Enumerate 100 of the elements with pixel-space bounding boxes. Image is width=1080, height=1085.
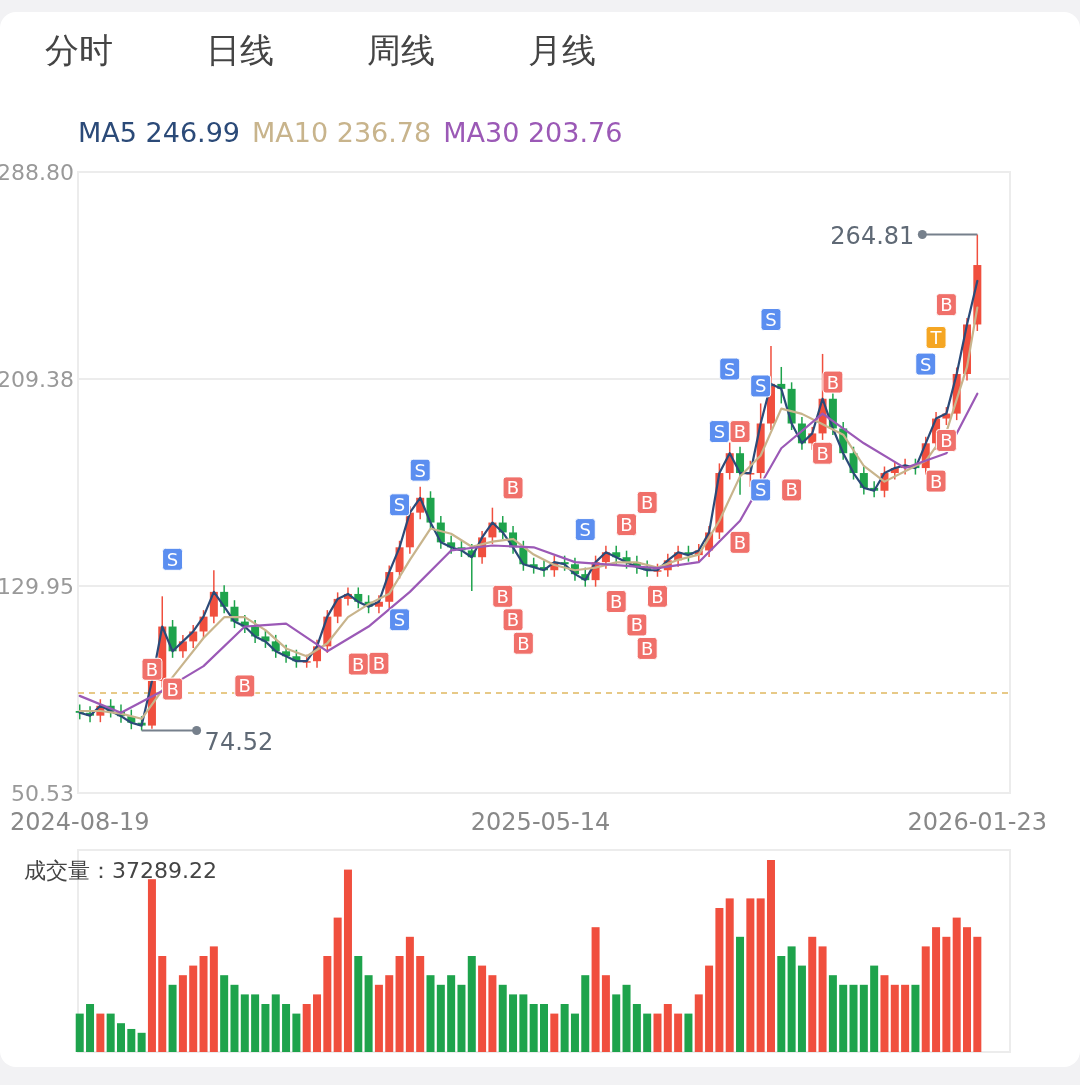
- data-label: B: [826, 371, 840, 393]
- data-label: B: [352, 653, 365, 675]
- x-tick-label: 2025-05-14: [470, 808, 611, 836]
- bar: [674, 1013, 683, 1052]
- bar: [436, 984, 445, 1052]
- bar: [271, 994, 280, 1052]
- bar: [787, 946, 796, 1052]
- y-tick-label: 50.53: [11, 781, 74, 806]
- bar: [653, 1013, 662, 1052]
- text: MA5 246.99: [78, 117, 240, 148]
- bar: [705, 965, 714, 1052]
- bar: [209, 946, 218, 1052]
- bar: [529, 1004, 538, 1052]
- bar: [849, 984, 858, 1052]
- data-label: B: [620, 514, 633, 536]
- bar: [746, 898, 755, 1052]
- bar: [343, 869, 352, 1052]
- bar: [168, 984, 177, 1052]
- annotation: 成交量：37289.22: [24, 858, 217, 883]
- bar: [405, 936, 414, 1052]
- candlestick: [333, 591, 342, 624]
- bar: [942, 936, 951, 1052]
- annotation: 264.81: [830, 221, 915, 250]
- data-label: B: [610, 591, 623, 613]
- bar: [570, 1013, 579, 1052]
- data-label: S: [166, 548, 179, 570]
- data-label: B: [940, 294, 953, 316]
- bar: [550, 1013, 559, 1052]
- bar: [818, 946, 827, 1052]
- bar: [911, 984, 920, 1052]
- bar: [498, 984, 507, 1052]
- bar: [952, 917, 961, 1052]
- data-label: S: [754, 375, 767, 397]
- bar: [220, 975, 229, 1052]
- text: 周线: [367, 30, 435, 70]
- data-label: S: [414, 459, 426, 481]
- bar: [766, 860, 775, 1052]
- data-label: B: [238, 675, 251, 697]
- bar: [385, 975, 394, 1052]
- bar: [261, 1004, 270, 1052]
- data-label: S: [920, 353, 932, 375]
- bar: [859, 984, 868, 1052]
- bar: [323, 956, 332, 1052]
- bar: [354, 956, 363, 1052]
- data-label: B: [929, 470, 943, 492]
- bar: [426, 975, 435, 1052]
- data-label: S: [579, 519, 591, 541]
- bar: [251, 994, 260, 1052]
- text: 分时: [45, 30, 113, 70]
- bar: [736, 936, 745, 1052]
- bar: [467, 956, 476, 1052]
- bar: [519, 994, 528, 1052]
- data-label: B: [166, 678, 179, 700]
- data-label: B: [640, 491, 654, 513]
- bar: [932, 927, 941, 1052]
- bar: [199, 956, 208, 1052]
- bar: [663, 1004, 672, 1052]
- data-label: S: [393, 609, 406, 631]
- text: 月线: [528, 30, 596, 70]
- bar: [147, 879, 156, 1052]
- bar: [612, 994, 621, 1052]
- bar: [870, 965, 879, 1052]
- bar: [395, 956, 404, 1052]
- data-label: B: [640, 637, 654, 659]
- bar: [282, 1004, 291, 1052]
- bar: [478, 965, 487, 1052]
- bar: [116, 1023, 125, 1052]
- bar: [127, 1028, 136, 1052]
- bar: [75, 1013, 84, 1052]
- bar: [756, 898, 765, 1052]
- text: MA10 236.78: [252, 117, 432, 148]
- x-tick-label: 2024-08-19: [9, 808, 150, 836]
- bar: [725, 898, 734, 1052]
- bar: [694, 994, 703, 1052]
- data-label: S: [723, 358, 736, 380]
- bar: [374, 984, 383, 1052]
- bar: [178, 975, 187, 1052]
- bar: [684, 1013, 693, 1052]
- bar: [86, 1004, 95, 1052]
- y-tick-label: 129.95: [0, 574, 74, 600]
- data-label: B: [517, 632, 530, 654]
- bar: [509, 994, 518, 1052]
- x-tick-label: 2026-01-23: [907, 808, 1048, 836]
- data-label: S: [754, 479, 767, 501]
- bar: [292, 1013, 301, 1052]
- data-label: B: [816, 442, 829, 464]
- bar: [313, 994, 322, 1052]
- bar: [488, 975, 497, 1052]
- bar: [447, 975, 456, 1052]
- bar: [880, 975, 889, 1052]
- bar: [591, 927, 600, 1052]
- bar: [601, 975, 610, 1052]
- bar: [808, 936, 817, 1052]
- text: MA30 203.76: [443, 117, 623, 148]
- bar: [921, 946, 930, 1052]
- bar: [632, 1004, 641, 1052]
- bar: [622, 984, 631, 1052]
- data-label: T: [929, 327, 943, 348]
- bar: [540, 1004, 548, 1052]
- bar: [973, 936, 982, 1052]
